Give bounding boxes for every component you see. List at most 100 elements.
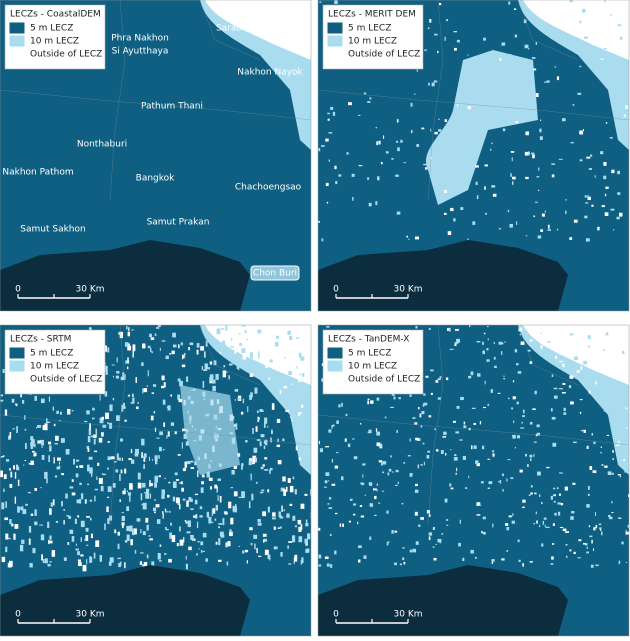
speckle — [262, 464, 265, 467]
speckle — [426, 510, 431, 514]
speckle — [559, 526, 564, 529]
speckle — [4, 409, 8, 416]
speckle — [159, 347, 161, 352]
speckle — [454, 328, 459, 331]
speckle — [615, 416, 617, 418]
speckle — [53, 423, 56, 427]
speckle — [367, 431, 371, 434]
speckle — [348, 102, 352, 106]
speckle — [618, 441, 620, 443]
speckle — [452, 420, 456, 423]
speckle — [375, 201, 378, 206]
speckle — [534, 390, 537, 395]
speckle — [55, 435, 59, 441]
speckle — [360, 422, 362, 425]
speckle — [328, 480, 330, 482]
speckle — [517, 539, 520, 543]
speckle — [151, 351, 153, 354]
speckle — [611, 169, 615, 174]
speckle — [374, 514, 377, 516]
speckle — [202, 550, 205, 553]
speckle — [17, 479, 20, 486]
speckle — [510, 477, 514, 480]
speckle — [190, 508, 194, 510]
speckle — [201, 474, 205, 478]
speckle — [353, 513, 356, 516]
speckle — [483, 79, 487, 83]
speckle — [492, 193, 497, 197]
speckle — [277, 438, 279, 443]
speckle — [376, 141, 379, 146]
speckle — [306, 548, 310, 553]
speckle — [506, 478, 508, 482]
speckle — [626, 372, 628, 376]
speckle — [332, 424, 335, 427]
speckle — [491, 561, 494, 564]
speckle — [350, 498, 353, 501]
speckle — [402, 557, 405, 561]
speckle — [111, 364, 115, 366]
speckle — [586, 156, 591, 159]
speckle — [19, 507, 22, 510]
speckle — [318, 440, 320, 445]
speckle — [57, 457, 61, 461]
speckle — [125, 360, 130, 364]
speckle — [535, 42, 538, 45]
speckle — [223, 365, 226, 368]
speckle — [518, 559, 521, 562]
speckle — [258, 418, 260, 421]
speckle — [586, 445, 589, 449]
speckle — [475, 165, 479, 168]
speckle — [491, 559, 495, 562]
speckle — [190, 535, 194, 540]
speckle — [475, 557, 477, 559]
speckle — [279, 345, 283, 350]
speckle — [534, 201, 538, 203]
speckle — [30, 513, 34, 516]
speckle — [331, 483, 336, 486]
speckle — [424, 49, 427, 51]
speckle — [143, 453, 147, 458]
speckle — [386, 541, 389, 546]
speckle — [80, 493, 84, 500]
speckle — [178, 504, 181, 510]
speckle — [512, 380, 515, 383]
speckle — [456, 39, 460, 43]
speckle — [67, 542, 70, 545]
place-label: Nonthaburi — [77, 140, 127, 150]
speckle — [546, 80, 550, 83]
speckle — [176, 543, 179, 547]
speckle — [164, 511, 169, 513]
speckle — [594, 512, 597, 516]
legend-swatch — [327, 347, 343, 359]
speckle — [200, 346, 205, 351]
speckle — [155, 459, 158, 465]
speckle — [166, 435, 168, 439]
speckle — [143, 562, 148, 567]
speckle — [74, 518, 77, 524]
speckle — [374, 495, 377, 500]
speckle — [34, 522, 38, 525]
speckle — [482, 516, 486, 520]
speckle — [298, 375, 302, 382]
legend-label: Outside of LECZ — [348, 50, 420, 60]
speckle — [89, 517, 92, 521]
speckle — [158, 455, 160, 459]
speckle — [44, 558, 48, 564]
speckle — [278, 511, 281, 515]
speckle — [353, 503, 357, 506]
speckle — [562, 392, 566, 394]
speckle — [502, 473, 504, 477]
speckle — [480, 481, 484, 484]
speckle — [94, 495, 96, 502]
speckle — [92, 434, 97, 438]
speckle — [479, 421, 482, 425]
speckle — [436, 189, 440, 193]
speckle — [139, 561, 143, 565]
speckle — [454, 342, 457, 347]
speckle — [291, 351, 295, 356]
speckle — [394, 530, 398, 533]
speckle — [257, 329, 262, 334]
speckle — [347, 443, 351, 448]
legend-swatch — [327, 35, 343, 47]
